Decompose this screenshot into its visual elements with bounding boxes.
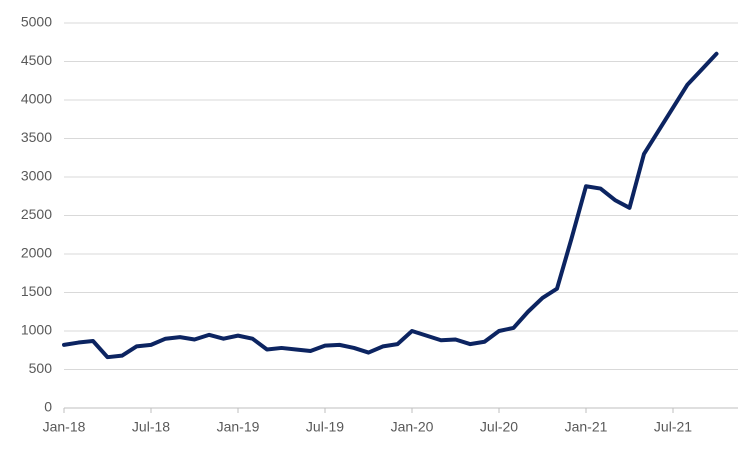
x-tick-label: Jan-20 xyxy=(391,419,434,435)
y-tick-label: 2500 xyxy=(21,206,52,222)
x-tick-label: Jul-21 xyxy=(654,419,692,435)
x-tick-label: Jul-18 xyxy=(132,419,170,435)
y-tick-label: 4500 xyxy=(21,52,52,68)
y-tick-label: 0 xyxy=(44,399,52,415)
y-tick-label: 3500 xyxy=(21,129,52,145)
y-tick-label: 1500 xyxy=(21,283,52,299)
line-series xyxy=(62,51,719,360)
y-tick-label: 4000 xyxy=(21,91,52,107)
x-tick-label: Jul-20 xyxy=(480,419,518,435)
x-tick-label: Jan-21 xyxy=(565,419,608,435)
y-tick-label: 5000 xyxy=(21,14,52,30)
x-tick-label: Jul-19 xyxy=(306,419,344,435)
y-tick-label: 500 xyxy=(29,360,53,376)
x-tick-label: Jan-19 xyxy=(217,419,260,435)
y-tick-label: 1000 xyxy=(21,322,52,338)
y-tick-label: 2000 xyxy=(21,245,52,261)
x-tick-label: Jan-18 xyxy=(43,419,86,435)
y-tick-label: 3000 xyxy=(21,168,52,184)
